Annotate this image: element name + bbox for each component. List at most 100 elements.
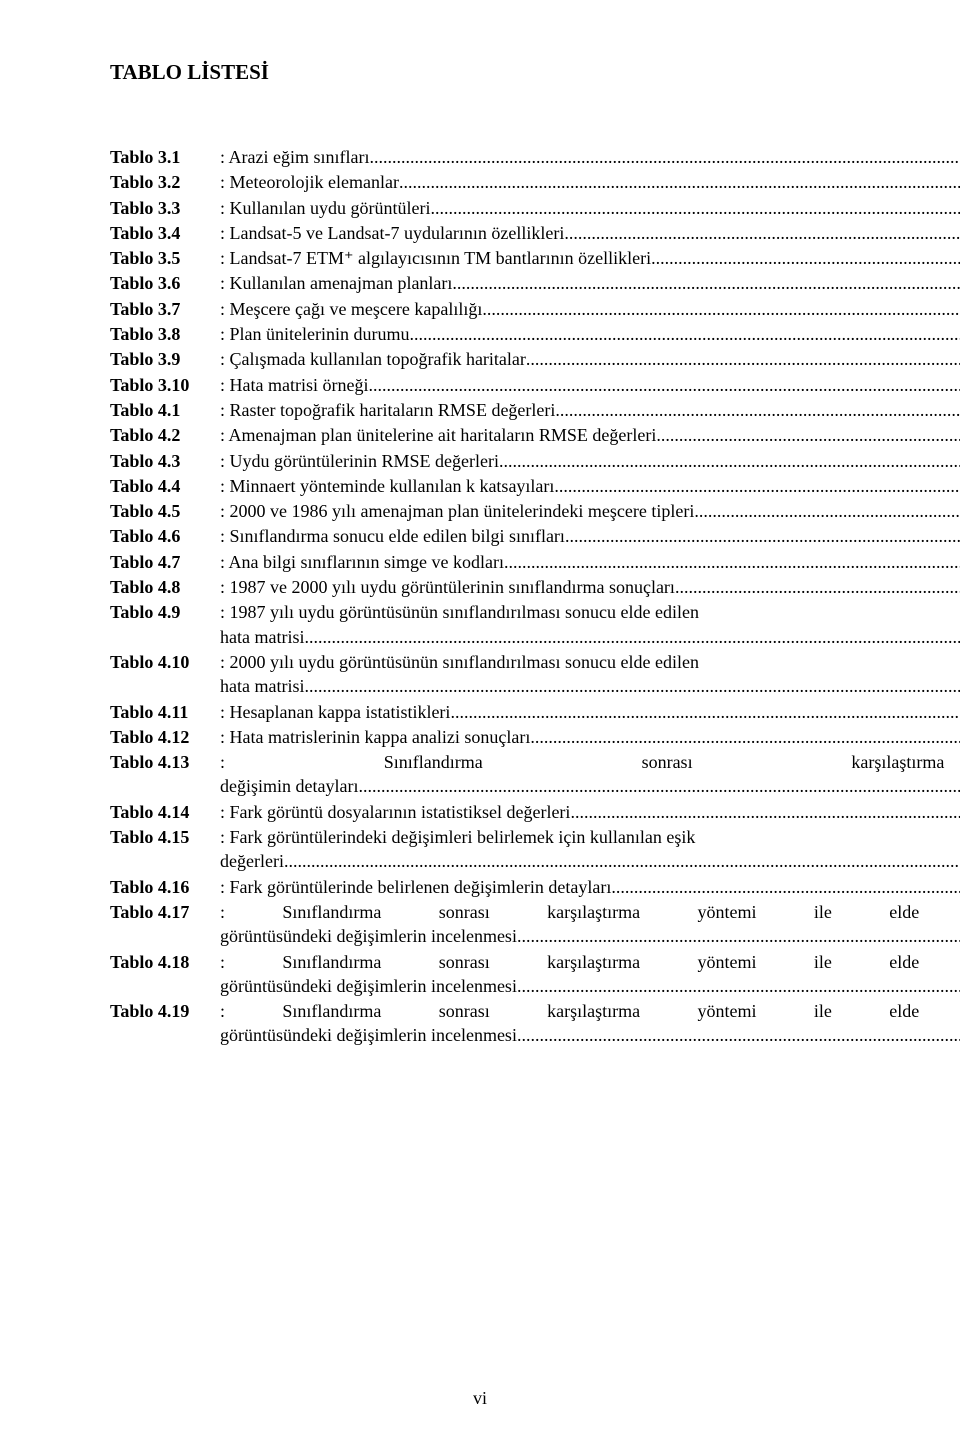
toc-leader: ........................................… [651,246,960,270]
toc-row: Tablo 3.2: Meteorolojik elemanlar.......… [110,170,860,194]
toc-leader: ........................................… [656,423,960,447]
toc-label: Tablo 3.6 [110,271,220,295]
toc-body: : 2000 yılı uydu görüntüsünün sınıflandı… [220,650,960,699]
toc-row: Tablo 3.5: Landsat-7 ETM⁺ algılayıcısını… [110,246,860,270]
page-number: vi [0,1388,960,1409]
toc-body: : Uydu görüntülerinin RMSE değerleri....… [220,449,960,473]
toc-label: Tablo 4.4 [110,474,220,498]
toc-leader: ........................................… [369,145,960,169]
page-title: TABLO LİSTESİ [110,60,860,85]
toc-label: Tablo 4.12 [110,725,220,749]
toc-body: : Fark görüntülerindeki değişimleri beli… [220,825,960,874]
toc-label: Tablo 4.17 [110,900,220,924]
toc-label: Tablo 4.18 [110,950,220,974]
toc-description: : Ana bilgi sınıflarının simge ve kodlar… [220,550,504,574]
toc-label: Tablo 3.10 [110,373,220,397]
toc-leader: ........................................… [284,849,960,873]
toc-row: Tablo 3.8: Plan ünitelerinin durumu.....… [110,322,860,346]
toc-label: Tablo 4.3 [110,449,220,473]
toc-label: Tablo 3.1 [110,145,220,169]
toc-description: : Hesaplanan kappa istatistikleri [220,700,450,724]
toc-description: : Sınıflandırma sonrası karşılaştırma yö… [220,999,960,1023]
toc-leader: ........................................… [564,221,960,245]
toc-row: Tablo 4.3: Uydu görüntülerinin RMSE değe… [110,449,860,473]
toc-description: : Arazi eğim sınıfları [220,145,369,169]
toc-label: Tablo 4.2 [110,423,220,447]
toc-description: : Raster topoğrafik haritaların RMSE değ… [220,398,555,422]
toc-description-tail: değişimin detayları [220,774,358,798]
toc-leader: ........................................… [482,297,960,321]
toc-leader: ........................................… [430,196,960,220]
toc-label: Tablo 3.3 [110,196,220,220]
toc-label: Tablo 4.8 [110,575,220,599]
toc-description: : Sınıflandırma sonrası karşılaştırma yö… [220,750,960,774]
toc-leader: ........................................… [555,398,960,422]
toc-row: Tablo 4.7: Ana bilgi sınıflarının simge … [110,550,860,574]
toc-leader: ........................................… [517,974,960,998]
toc-description: : Sınıflandırma sonrası karşılaştırma yö… [220,950,960,974]
toc-description: : Fark görüntülerindeki değişimleri beli… [220,825,960,849]
toc-description-tail: değerleri [220,849,284,873]
toc-body: : Landsat-7 ETM⁺ algılayıcısının TM bant… [220,246,960,270]
toc-leader: ........................................… [499,449,960,473]
toc-description: : Amenajman plan ünitelerine ait harital… [220,423,656,447]
toc-row: Tablo 4.15: Fark görüntülerindeki değişi… [110,825,860,874]
toc-row: Tablo 4.10: 2000 yılı uydu görüntüsünün … [110,650,860,699]
toc-label: Tablo 4.11 [110,700,220,724]
toc-row: Tablo 4.4: Minnaert yönteminde kullanıla… [110,474,860,498]
document-page: TABLO LİSTESİ Tablo 3.1: Arazi eğim sını… [0,0,960,1449]
toc-description: : Meteorolojik elemanlar [220,170,399,194]
toc-row: Tablo 4.9: 1987 yılı uydu görüntüsünün s… [110,600,860,649]
toc-description: : Hata matrisi örneği [220,373,368,397]
toc-description-tail: görüntüsündeki değişimlerin incelenmesi [220,924,517,948]
toc-row: Tablo 3.3: Kullanılan uydu görüntüleri..… [110,196,860,220]
toc-body: : Fark görüntülerinde belirlenen değişim… [220,875,960,899]
toc-label: Tablo 4.1 [110,398,220,422]
toc-row: Tablo 3.9: Çalışmada kullanılan topoğraf… [110,347,860,371]
toc-description-tail: hata matrisi [220,625,304,649]
toc-leader: ........................................… [304,625,960,649]
toc-leader: ........................................… [570,800,960,824]
toc-row: Tablo 4.14: Fark görüntü dosyalarının is… [110,800,860,824]
toc-row: Tablo 4.6: Sınıflandırma sonucu elde edi… [110,524,860,548]
toc-row: Tablo 3.4: Landsat-5 ve Landsat-7 uydula… [110,221,860,245]
toc-description: : 2000 ve 1986 yılı amenajman plan ünite… [220,499,694,523]
toc-row: Tablo 4.13: Sınıflandırma sonrası karşıl… [110,750,860,799]
toc-body: : Sınıflandırma sonrası karşılaştırma yö… [220,900,960,949]
toc-leader: ........................................… [450,700,960,724]
toc-leader: ........................................… [611,875,960,899]
toc-description: : 1987 yılı uydu görüntüsünün sınıflandı… [220,600,960,624]
toc-description: : Kullanılan amenajman planları [220,271,452,295]
toc-body: : Meteorolojik elemanlar................… [220,170,960,194]
toc-body: : 2000 ve 1986 yılı amenajman plan ünite… [220,499,960,523]
toc-leader: ........................................… [504,550,960,574]
toc-body: : Çalışmada kullanılan topoğrafik harita… [220,347,960,371]
toc-label: Tablo 3.7 [110,297,220,321]
toc-body: : Fark görüntü dosyalarının istatistikse… [220,800,960,824]
toc-label: Tablo 4.13 [110,750,220,774]
toc-leader: ........................................… [530,725,960,749]
toc-row: Tablo 3.10: Hata matrisi örneği.........… [110,373,860,397]
toc-description: : Plan ünitelerinin durumu [220,322,409,346]
toc-label: Tablo 3.2 [110,170,220,194]
toc-row: Tablo 3.7: Meşcere çağı ve meşcere kapal… [110,297,860,321]
toc-body: : Hata matrislerinin kappa analizi sonuç… [220,725,960,749]
toc-leader: ........................................… [565,524,960,548]
toc-row: Tablo 4.16: Fark görüntülerinde belirlen… [110,875,860,899]
toc-description: : Fark görüntülerinde belirlenen değişim… [220,875,611,899]
toc-leader: ........................................… [554,474,960,498]
toc-leader: ........................................… [694,499,960,523]
toc-row: Tablo 4.5: 2000 ve 1986 yılı amenajman p… [110,499,860,523]
toc-description: : Fark görüntü dosyalarının istatistikse… [220,800,570,824]
toc-row: Tablo 4.12: Hata matrislerinin kappa ana… [110,725,860,749]
toc-description: : Çalışmada kullanılan topoğrafik harita… [220,347,526,371]
toc-description: : 1987 ve 2000 yılı uydu görüntülerinin … [220,575,675,599]
toc-description: : Landsat-7 ETM⁺ algılayıcısının TM bant… [220,246,651,270]
toc-body: : Sınıflandırma sonrası karşılaştırma yö… [220,750,960,799]
toc-label: Tablo 4.7 [110,550,220,574]
toc-row: Tablo 4.1: Raster topoğrafik haritaların… [110,398,860,422]
toc-body: : Plan ünitelerinin durumu..............… [220,322,960,346]
toc-label: Tablo 3.9 [110,347,220,371]
toc-label: Tablo 3.4 [110,221,220,245]
toc-leader: ........................................… [368,373,960,397]
